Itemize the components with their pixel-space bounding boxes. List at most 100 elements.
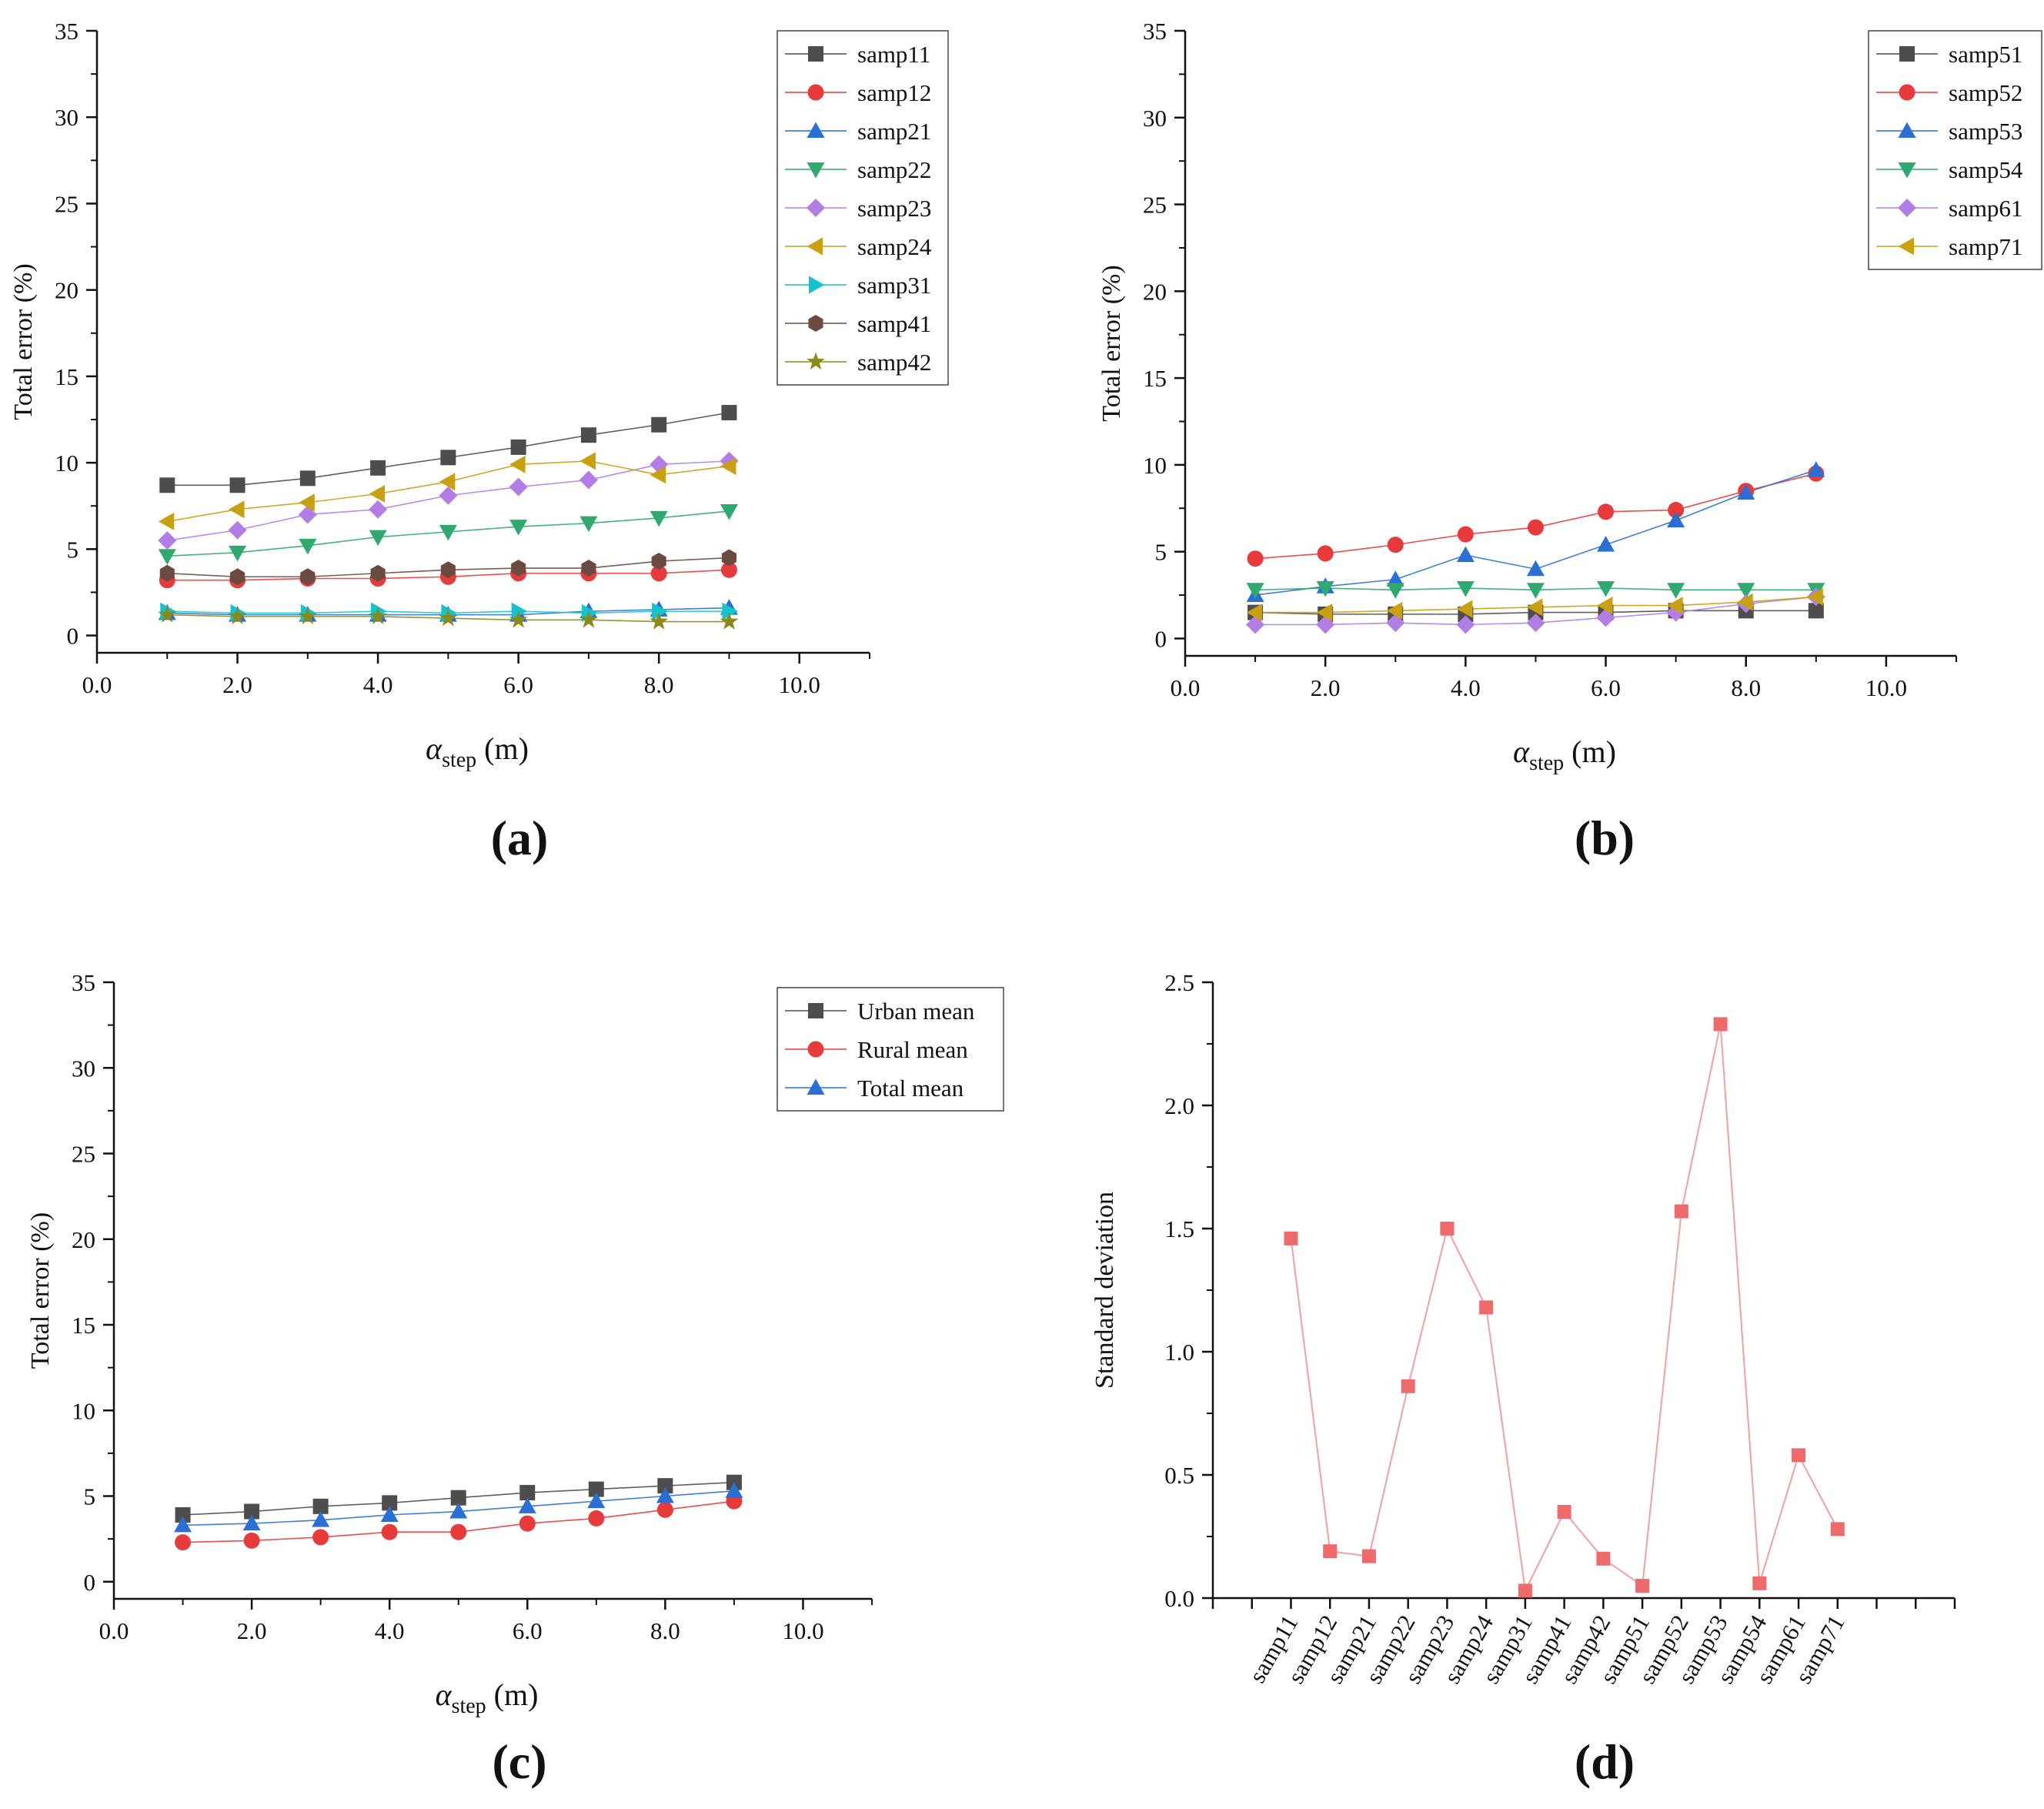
data-point-samp41 xyxy=(1557,1505,1571,1519)
legend-label: samp51 xyxy=(1949,41,2022,68)
data-point-urban-mean xyxy=(175,1506,191,1523)
data-point-rural-mean xyxy=(312,1529,329,1546)
y-tick-label: 1.0 xyxy=(1164,1339,1194,1366)
y-tick-label: 20 xyxy=(55,277,78,304)
legend-label: samp22 xyxy=(857,156,931,183)
x-tick-label: 2.0 xyxy=(237,1617,267,1644)
data-point-samp42 xyxy=(439,608,458,627)
data-point-samp23 xyxy=(228,520,247,540)
data-point-samp54 xyxy=(1316,581,1334,597)
legend-label: Urban mean xyxy=(857,998,975,1025)
data-point-samp24 xyxy=(158,512,175,530)
data-point-samp71 xyxy=(1667,597,1683,615)
x-tick-label: 2.0 xyxy=(1311,674,1341,701)
legend-label: samp23 xyxy=(857,195,931,222)
y-tick-label: 10 xyxy=(72,1397,95,1424)
y-tick-label: 5 xyxy=(67,536,79,563)
data-point-samp61 xyxy=(1792,1448,1806,1463)
data-point-samp53 xyxy=(1386,570,1404,587)
panel-d: 0.00.51.01.52.02.5samp11samp12samp21samp… xyxy=(1090,969,1956,1688)
y-tick-label: 10 xyxy=(1143,452,1167,479)
x-tick-label: 0.0 xyxy=(99,1617,129,1644)
y-tick-label: 2.0 xyxy=(1164,1092,1194,1119)
data-point-samp11 xyxy=(229,477,245,493)
data-point-rural-mean xyxy=(175,1534,192,1551)
legend-label: samp12 xyxy=(857,79,931,106)
y-tick-label: 25 xyxy=(72,1141,95,1168)
data-point-samp41 xyxy=(721,549,736,567)
data-point-samp11 xyxy=(721,405,737,421)
data-point-samp11 xyxy=(299,470,316,487)
y-tick-label: 15 xyxy=(1143,365,1167,392)
data-point-samp24 xyxy=(1479,1300,1494,1315)
panel-b: 0 5 10 15 20 25 30 35 0.0 2.0 4.0 6.0 8.0 10.0 Total e… xyxy=(1097,18,2042,775)
data-point-samp54 xyxy=(1386,583,1404,599)
data-point-samp52 xyxy=(1674,1204,1688,1219)
legend-marker xyxy=(807,199,825,217)
data-point-samp24 xyxy=(650,466,666,484)
data-point-samp61 xyxy=(1526,614,1545,633)
panel-c: 0 5 10 15 20 25 30 35 0.0 2.0 4.0 6.0 8.0 10.0 Total e… xyxy=(26,969,1004,1718)
data-point-total-mean xyxy=(242,1514,261,1531)
data-point-samp71 xyxy=(1597,597,1613,615)
data-point-total-mean xyxy=(449,1503,468,1519)
y-tick-label: 10 xyxy=(55,450,78,476)
data-point-total-mean xyxy=(518,1497,536,1513)
x-tick-label: 0.0 xyxy=(1171,674,1201,701)
panel-a: 0 5 10 15 20 25 30 35 0.0 2.0 4.0 6.0 8.0 10.0 Total e… xyxy=(9,18,949,772)
data-point-total-mean xyxy=(312,1511,330,1527)
x-tick-label: 4.0 xyxy=(1451,674,1481,701)
data-point-samp11 xyxy=(159,477,175,493)
y-tick-label: 30 xyxy=(1143,105,1167,132)
y-tick-label: 2.5 xyxy=(1164,969,1194,996)
data-point-samp54 xyxy=(1737,583,1755,599)
data-point-samp41 xyxy=(370,564,386,582)
legend-label: samp71 xyxy=(1949,233,2022,260)
data-point-samp71 xyxy=(1316,604,1333,622)
data-point-samp42 xyxy=(228,607,247,624)
data-point-samp53 xyxy=(1526,560,1545,577)
data-point-samp52 xyxy=(1457,526,1474,543)
legend-marker xyxy=(808,1003,823,1018)
x-tick-label: 8.0 xyxy=(650,1617,680,1644)
y-tick-label: 25 xyxy=(55,190,78,217)
panel-label-c: (c) xyxy=(492,1734,546,1789)
data-point-samp53 xyxy=(1737,483,1755,500)
y-tick-label: 35 xyxy=(1143,18,1167,45)
data-point-samp41 xyxy=(159,564,175,582)
data-point-total-mean xyxy=(725,1482,743,1498)
legend-marker xyxy=(808,315,823,332)
data-point-samp42 xyxy=(158,605,177,623)
data-point-urban-mean xyxy=(519,1485,536,1501)
legend-marker xyxy=(807,122,825,138)
x-tick-label: 6.0 xyxy=(513,1617,543,1644)
data-point-samp54 xyxy=(1667,583,1685,599)
y-tick-label: 30 xyxy=(72,1055,95,1082)
x-tick-label: 0.0 xyxy=(82,671,112,698)
data-point-samp24 xyxy=(579,452,596,470)
x-tick-label: 6.0 xyxy=(1591,674,1621,701)
data-point-samp12 xyxy=(650,565,667,582)
legend-label: samp21 xyxy=(857,118,931,145)
data-point-samp54 xyxy=(1526,583,1545,599)
y-tick-label: 5 xyxy=(84,1483,96,1510)
y-tick-label: 0 xyxy=(1155,625,1167,652)
data-point-samp71 xyxy=(1456,600,1473,618)
data-point-rural-mean xyxy=(450,1523,467,1540)
x-axis-label: αstep (m) xyxy=(436,1677,539,1718)
data-point-samp11 xyxy=(580,427,596,443)
data-point-samp11 xyxy=(651,416,667,433)
legend-marker xyxy=(807,1078,825,1095)
legend-label: samp11 xyxy=(857,41,930,68)
data-point-samp54 xyxy=(1752,1576,1767,1590)
data-point-total-mean xyxy=(174,1516,192,1533)
legend-label: samp31 xyxy=(857,272,931,299)
y-axis-label: Total error (%) xyxy=(1097,265,1126,421)
data-point-rural-mean xyxy=(519,1515,536,1532)
legend-label: samp41 xyxy=(857,310,931,337)
legend-label: samp61 xyxy=(1949,195,2022,222)
data-point-samp52 xyxy=(1668,502,1685,519)
data-point-samp54 xyxy=(1246,583,1264,599)
data-point-samp51 xyxy=(1808,603,1824,619)
data-point-samp22 xyxy=(720,503,738,520)
